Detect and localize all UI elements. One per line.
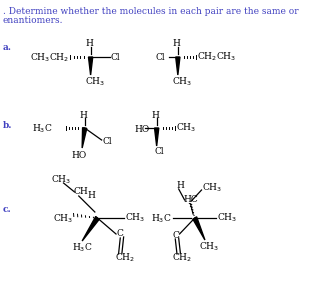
- Text: CH$_3$: CH$_3$: [202, 182, 222, 194]
- Text: enantiomers.: enantiomers.: [3, 16, 63, 25]
- Text: Cl: Cl: [156, 52, 165, 61]
- Text: CH$_3$: CH$_3$: [125, 212, 146, 224]
- Text: CH$_2$: CH$_2$: [172, 252, 192, 264]
- Text: Cl: Cl: [154, 147, 164, 157]
- Polygon shape: [82, 128, 87, 148]
- Text: H$_3$C: H$_3$C: [72, 242, 92, 254]
- Text: CH$_2$: CH$_2$: [115, 252, 135, 264]
- Text: H$_3$C: H$_3$C: [151, 213, 171, 225]
- Text: CH$_3$CH$_2$: CH$_3$CH$_2$: [30, 52, 70, 64]
- Text: a.: a.: [3, 43, 12, 52]
- Text: H: H: [87, 191, 95, 201]
- Polygon shape: [193, 217, 205, 240]
- Text: CH$_3$: CH$_3$: [53, 213, 74, 225]
- Text: H: H: [85, 39, 93, 49]
- Text: CH$_3$: CH$_3$: [51, 174, 71, 186]
- Text: Cl: Cl: [102, 136, 112, 146]
- Polygon shape: [154, 128, 159, 146]
- Polygon shape: [82, 217, 99, 241]
- Text: HC: HC: [184, 195, 198, 204]
- Text: CH$_3$: CH$_3$: [85, 76, 105, 88]
- Text: CH$_3$: CH$_3$: [199, 241, 219, 253]
- Text: CH: CH: [74, 188, 88, 197]
- Text: CH$_3$: CH$_3$: [172, 76, 192, 88]
- Text: H: H: [172, 39, 180, 49]
- Text: H: H: [79, 111, 87, 120]
- Text: H: H: [151, 111, 159, 120]
- Text: HO: HO: [134, 124, 150, 133]
- Text: CH$_3$: CH$_3$: [176, 122, 196, 134]
- Text: C: C: [116, 230, 123, 239]
- Text: b.: b.: [3, 120, 12, 129]
- Text: C: C: [173, 230, 179, 239]
- Text: CH$_3$: CH$_3$: [217, 212, 237, 224]
- Polygon shape: [89, 57, 93, 75]
- Text: Cl: Cl: [111, 52, 121, 61]
- Text: HO: HO: [71, 151, 86, 160]
- Text: . Determine whether the molecules in each pair are the same or: . Determine whether the molecules in eac…: [3, 7, 298, 16]
- Text: H: H: [176, 182, 184, 191]
- Text: c.: c.: [3, 206, 11, 215]
- Text: CH$_2$CH$_3$: CH$_2$CH$_3$: [197, 51, 237, 63]
- Polygon shape: [176, 57, 180, 75]
- Text: H$_3$C: H$_3$C: [32, 123, 53, 135]
